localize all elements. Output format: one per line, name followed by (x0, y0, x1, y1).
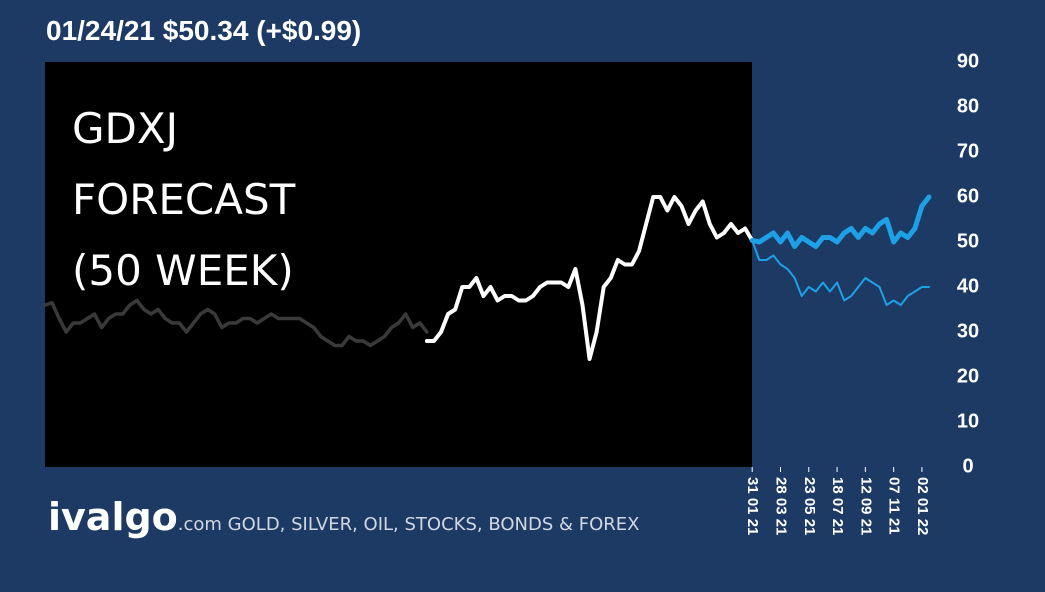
series-line (43, 298, 429, 348)
x-tick-label: 23 05 21 (801, 477, 818, 535)
series-line (751, 239, 930, 306)
annotation-line: GDXJ (72, 104, 178, 153)
y-tick-label: 0 (962, 455, 973, 477)
x-tick-label: 12 09 21 (857, 477, 874, 535)
y-tick-label: 30 (957, 320, 979, 342)
x-tick-label: 18 07 21 (829, 477, 846, 535)
y-tick-label: 20 (957, 365, 979, 387)
y-tick-label: 60 (957, 185, 979, 207)
y-tick-label: 40 (957, 275, 979, 297)
footer: ivalgo.com GOLD, SILVER, OIL, STOCKS, BO… (48, 495, 639, 539)
series-line (424, 195, 755, 361)
annotation-line: FORECAST (72, 175, 296, 224)
y-tick-label: 90 (957, 50, 979, 72)
annotation: GDXJ FORECAST (50 WEEK) (72, 104, 296, 295)
x-tick-label: 31 01 21 (744, 477, 761, 535)
x-tick-label: 02 01 22 (914, 477, 931, 535)
y-tick-label: 10 (957, 410, 979, 432)
footer-text: .com GOLD, SILVER, OIL, STOCKS, BONDS & … (178, 514, 640, 535)
annotation-line: (50 WEEK) (72, 246, 294, 295)
x-tick-label: 28 03 21 (773, 477, 790, 535)
y-tick-label: 50 (957, 230, 979, 252)
footer-brand: ivalgo (48, 495, 178, 539)
chart-title: 01/24/21 $50.34 (+$0.99) (46, 15, 361, 46)
series-line (749, 194, 932, 249)
y-tick-label: 70 (957, 140, 979, 162)
y-tick-label: 80 (957, 95, 979, 117)
x-tick-label: 07 11 21 (886, 477, 903, 535)
